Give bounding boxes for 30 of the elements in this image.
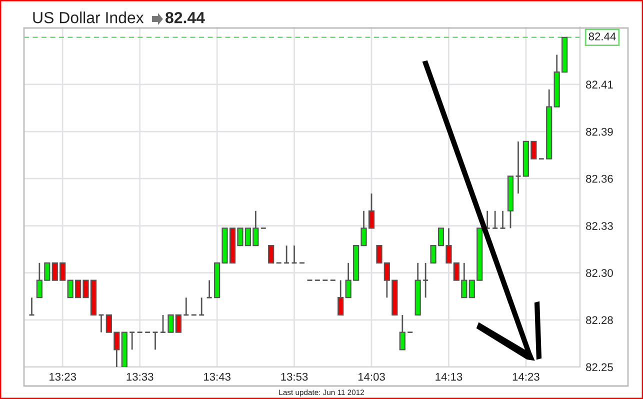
x-tick-label: 14:13 <box>436 372 462 381</box>
y-tick-label: 82.41 <box>586 80 613 89</box>
candlestick <box>515 140 522 194</box>
candlestick <box>338 280 344 316</box>
x-tick-label: 13:23 <box>50 372 76 381</box>
candlestick <box>206 280 213 298</box>
x-tick-label: 13:43 <box>204 372 230 381</box>
x-tick-label: 14:23 <box>512 372 540 381</box>
candlestick <box>128 332 136 350</box>
candlestick <box>268 245 274 264</box>
y-tick-label: 82.33 <box>586 222 613 230</box>
candlestick <box>399 314 406 350</box>
candlestick <box>500 210 506 229</box>
y-tick-label: 82.28 <box>586 316 613 324</box>
x-tick-label: 13:53 <box>281 372 308 381</box>
y-tick-label: 82.39 <box>586 128 613 136</box>
candlestick <box>160 314 166 333</box>
chart-title: US Dollar Index <box>33 12 144 24</box>
y-tick-label: 82.36 <box>586 174 613 183</box>
x-tick-label: 13:33 <box>126 372 154 381</box>
y-tick-label: 82.25 <box>586 363 613 372</box>
y-tick-label: 82.30 <box>586 269 613 277</box>
x-tick-label: 14:03 <box>358 372 385 381</box>
candlestick <box>422 262 429 298</box>
chart-subtitle: 82.44 <box>166 12 205 24</box>
candlestick <box>492 210 498 229</box>
candlestick <box>283 244 290 264</box>
candlestick <box>152 332 158 350</box>
ref-line-label: 82.44 <box>588 32 616 40</box>
candlestick <box>291 244 298 264</box>
